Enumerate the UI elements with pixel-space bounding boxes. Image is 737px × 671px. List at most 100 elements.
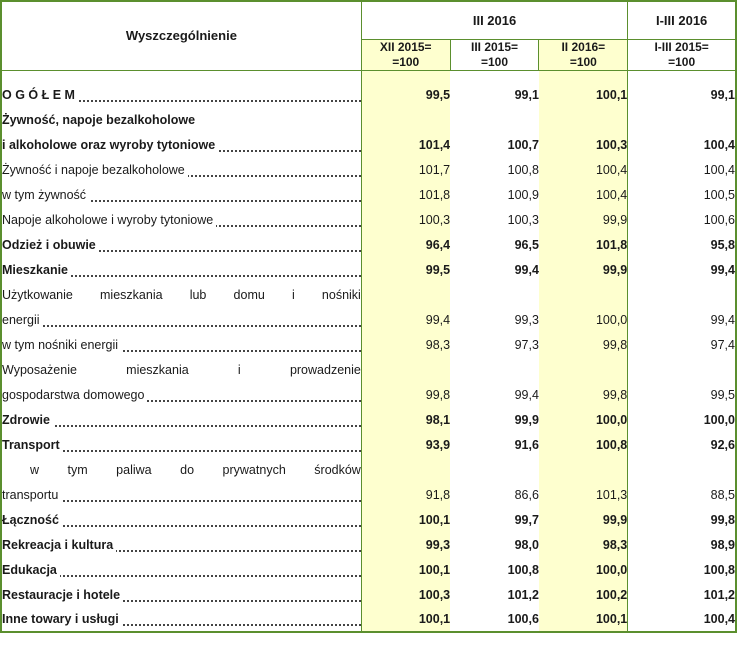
value-cell: 96,5 <box>450 232 539 257</box>
value-cell: 100,8 <box>450 157 539 182</box>
value-cell: 99,8 <box>539 332 628 357</box>
value-cell: 100,1 <box>539 82 628 107</box>
table-container: Wyszczególnienie III 2016 I-III 2016 XII… <box>0 0 737 671</box>
value-cell: 99,3 <box>450 307 539 332</box>
row-label-text: w tym żywność <box>2 188 89 202</box>
subheader-col-4-line1: I-III 2015= <box>654 40 708 54</box>
header-specification: Wyszczególnienie <box>1 1 361 70</box>
table-row: transportu 91,886,6101,388,5 <box>1 482 736 507</box>
value-cell: 100,6 <box>450 607 539 632</box>
row-label: Żywność, napoje bezalkoholowe <box>1 107 361 132</box>
row-label-text: transportu <box>2 488 61 502</box>
table-row: Łączność 100,199,799,999,8 <box>1 507 736 532</box>
value-cell: 100,4 <box>539 182 628 207</box>
value-cell: 98,1 <box>361 407 450 432</box>
value-cell <box>628 457 736 482</box>
value-cell <box>361 107 450 132</box>
value-cell: 100,1 <box>361 507 450 532</box>
row-label-text: Edukacja <box>2 563 60 577</box>
table-row: Żywność i napoje bezalkoholowe 101,7100,… <box>1 157 736 182</box>
value-cell: 101,7 <box>361 157 450 182</box>
value-cell <box>361 357 450 382</box>
table-row: Restauracje i hotele 100,3101,2100,2101,… <box>1 582 736 607</box>
value-cell: 99,8 <box>539 382 628 407</box>
value-cell: 100,0 <box>628 407 736 432</box>
row-label-text: Łączność <box>2 513 62 527</box>
row-label: Użytkowanie mieszkania lub domu i nośnik… <box>1 282 361 307</box>
row-label: Łączność <box>1 507 361 532</box>
value-cell: 99,8 <box>361 382 450 407</box>
row-label-text: Napoje alkoholowe i wyroby tytoniowe <box>2 213 216 227</box>
row-label-text: Rekreacja i kultura <box>2 538 116 552</box>
table-row: Napoje alkoholowe i wyroby tytoniowe 100… <box>1 207 736 232</box>
row-label: w tym żywność <box>1 182 361 207</box>
value-cell: 101,4 <box>361 132 450 157</box>
value-cell: 100,7 <box>450 132 539 157</box>
value-cell: 99,4 <box>628 307 736 332</box>
table-row: Wyposażenie mieszkania i prowadzenie <box>1 357 736 382</box>
value-cell: 99,5 <box>628 382 736 407</box>
value-cell: 101,8 <box>361 182 450 207</box>
subheader-col-3: II 2016= =100 <box>539 39 628 70</box>
row-label: Mieszkanie <box>1 257 361 282</box>
table-row: energii 99,499,3100,099,4 <box>1 307 736 332</box>
row-label-text: Żywność i napoje bezalkoholowe <box>2 163 188 177</box>
value-cell <box>361 282 450 307</box>
value-cell: 99,1 <box>628 82 736 107</box>
value-cell <box>450 457 539 482</box>
row-label: Restauracje i hotele <box>1 582 361 607</box>
value-cell: 100,5 <box>628 182 736 207</box>
row-label-text: Wyposażenie mieszkania i prowadzenie <box>2 363 361 377</box>
value-cell: 97,4 <box>628 332 736 357</box>
row-label: Wyposażenie mieszkania i prowadzenie <box>1 357 361 382</box>
value-cell: 100,1 <box>361 607 450 632</box>
header-group-2: I-III 2016 <box>628 1 736 39</box>
value-cell: 98,0 <box>450 532 539 557</box>
subheader-col-2: III 2015= =100 <box>450 39 539 70</box>
value-cell <box>628 357 736 382</box>
value-cell: 99,7 <box>450 507 539 532</box>
table-row: Mieszkanie 99,599,499,999,4 <box>1 257 736 282</box>
row-label: w tym paliwa do prywatnych środków <box>1 457 361 482</box>
row-label: Rekreacja i kultura <box>1 532 361 557</box>
value-cell: 100,8 <box>539 432 628 457</box>
row-label-text: energii <box>2 313 43 327</box>
value-cell: 99,8 <box>628 507 736 532</box>
value-cell: 99,9 <box>539 207 628 232</box>
header-group-1: III 2016 <box>361 1 627 39</box>
value-cell: 98,9 <box>628 532 736 557</box>
value-cell <box>450 282 539 307</box>
subheader-col-1: XII 2015= =100 <box>361 39 450 70</box>
row-label: Inne towary i usługi <box>1 607 361 632</box>
value-cell <box>450 357 539 382</box>
value-cell: 100,6 <box>628 207 736 232</box>
value-cell: 99,4 <box>450 382 539 407</box>
value-cell <box>539 357 628 382</box>
value-cell: 101,2 <box>450 582 539 607</box>
value-cell <box>628 282 736 307</box>
value-cell: 98,3 <box>361 332 450 357</box>
row-label: Transport <box>1 432 361 457</box>
value-cell <box>628 107 736 132</box>
table-row: Żywność, napoje bezalkoholowe <box>1 107 736 132</box>
row-label-text: i alkoholowe oraz wyroby tytoniowe <box>2 138 218 152</box>
row-label-text: O G Ó Ł E M <box>2 88 78 102</box>
value-cell: 100,2 <box>539 582 628 607</box>
subheader-col-4-line2: =100 <box>668 55 695 69</box>
row-label-text: w tym nośniki energii <box>2 338 121 352</box>
value-cell: 100,0 <box>539 407 628 432</box>
table-row: Transport 93,991,6100,892,6 <box>1 432 736 457</box>
table-row: w tym nośniki energii 98,397,399,897,4 <box>1 332 736 357</box>
leader-dots <box>2 425 361 427</box>
row-label: gospodarstwa domowego <box>1 382 361 407</box>
price-index-table: Wyszczególnienie III 2016 I-III 2016 XII… <box>0 0 737 633</box>
table-row: Rekreacja i kultura 99,398,098,398,9 <box>1 532 736 557</box>
row-label: i alkoholowe oraz wyroby tytoniowe <box>1 132 361 157</box>
value-cell: 99,5 <box>361 257 450 282</box>
value-cell <box>539 457 628 482</box>
value-cell: 99,9 <box>539 507 628 532</box>
row-label-text: Restauracje i hotele <box>2 588 123 602</box>
table-row: w tym żywność 101,8100,9100,4100,5 <box>1 182 736 207</box>
subheader-col-4: I-III 2015= =100 <box>628 39 736 70</box>
value-cell: 100,4 <box>539 157 628 182</box>
